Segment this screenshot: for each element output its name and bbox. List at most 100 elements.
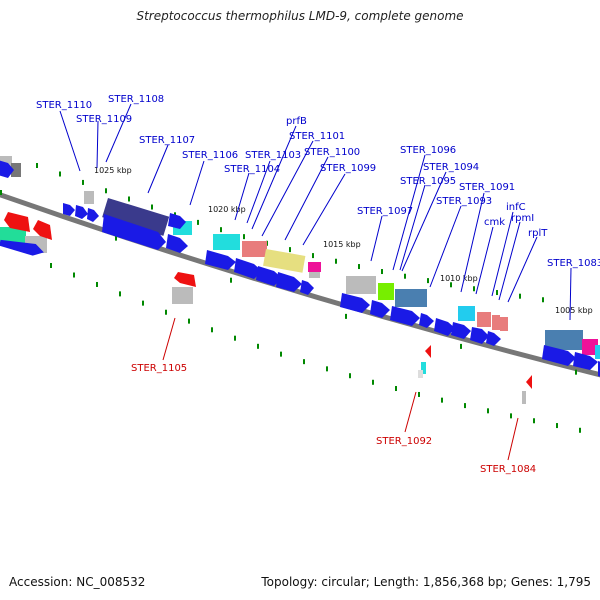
gene-label-ster-1091[interactable]: STER_1091 — [459, 182, 515, 193]
minor-ticks — [0, 163, 581, 433]
minor-tick — [165, 309, 167, 315]
minor-tick — [519, 293, 521, 299]
minor-tick — [234, 335, 236, 341]
minor-tick — [312, 253, 314, 259]
minor-tick — [487, 408, 489, 414]
gene-label-ster-1110[interactable]: STER_1110 — [36, 100, 92, 111]
genome-title: Streptococcus thermophilus LMD-9, comple… — [136, 9, 464, 23]
kbp-label-1020: 1020 kbp — [208, 205, 246, 214]
minor-tick — [243, 234, 245, 240]
minor-tick — [335, 258, 337, 264]
minor-tick — [73, 272, 75, 278]
gene-box — [242, 241, 267, 257]
gene-label-ster-1084[interactable]: STER_1084 — [480, 464, 536, 475]
gene-arrow — [451, 322, 471, 339]
gene-box — [0, 227, 26, 244]
topology-text: Topology: circular; Length: 1,856,368 bp… — [261, 575, 591, 589]
gene-boxes — [0, 156, 600, 359]
gene-label-infc[interactable]: infC — [506, 202, 526, 213]
gene-label-ster-1105[interactable]: STER_1105 — [131, 363, 187, 374]
minor-tick — [119, 291, 121, 297]
gene-arrow — [340, 293, 370, 313]
gene-arrow — [0, 239, 44, 256]
minor-tick — [441, 397, 443, 403]
gene-label-cmk[interactable]: cmk — [484, 217, 505, 228]
gene-arrow — [256, 266, 282, 286]
gene-arrow — [63, 203, 75, 216]
gene-arrow — [300, 280, 314, 295]
minor-tick — [381, 269, 383, 275]
gene-label-ster-1103[interactable]: STER_1103 — [245, 150, 301, 161]
minor-tick — [142, 300, 144, 306]
forward-genes — [0, 160, 600, 377]
minor-tick — [105, 188, 107, 194]
gene-arrow — [168, 213, 186, 229]
gene-label-ster-1094[interactable]: STER_1094 — [423, 162, 479, 173]
gene-box — [263, 249, 306, 273]
gene-box — [522, 391, 526, 404]
gene-arrow — [33, 220, 52, 240]
minor-tick — [230, 277, 232, 283]
gene-box — [492, 315, 500, 330]
gene-arrow — [166, 234, 188, 253]
gene-label-ster-1093[interactable]: STER_1093 — [436, 196, 492, 207]
gene-label-ster-1107[interactable]: STER_1107 — [139, 135, 195, 146]
gene-label-rpmi[interactable]: rpmI — [511, 213, 534, 224]
minor-tick — [128, 196, 130, 202]
minor-tick — [220, 227, 222, 233]
gene-label-ster-1096[interactable]: STER_1096 — [400, 145, 456, 156]
minor-tick — [418, 391, 420, 397]
gene-arrow — [434, 318, 455, 336]
gene-box — [500, 317, 508, 331]
minor-tick — [303, 359, 305, 365]
gene-arrow — [75, 205, 88, 219]
gene-label-prfb[interactable]: prfB — [286, 116, 307, 127]
gene-box — [477, 312, 491, 327]
gene-label-ster-1108[interactable]: STER_1108 — [108, 94, 164, 105]
minor-tick — [151, 204, 153, 210]
gene-arrow — [573, 352, 598, 370]
minor-tick — [427, 278, 429, 284]
gene-arrow — [174, 272, 196, 287]
gene-box — [308, 262, 321, 272]
gene-box — [346, 276, 376, 294]
minor-tick — [289, 247, 291, 253]
gene-label-ster-1109[interactable]: STER_1109 — [76, 114, 132, 125]
leader-lines — [59, 103, 572, 461]
gene-label-ster-1083[interactable]: STER_1083 — [547, 258, 600, 269]
accession-text: Accession: NC_008532 — [9, 575, 146, 589]
gene-label-rplt[interactable]: rplT — [528, 228, 548, 239]
gene-box — [309, 272, 320, 278]
gene-arrow — [425, 345, 431, 358]
reverse-genes — [4, 212, 532, 404]
gene-arrow — [205, 250, 236, 270]
minor-tick — [510, 413, 512, 419]
gene-label-ster-1104[interactable]: STER_1104 — [224, 164, 280, 175]
gene-box — [458, 306, 475, 321]
gene-arrow — [0, 160, 14, 178]
minor-tick — [115, 235, 117, 241]
gene-label-ster-1095[interactable]: STER_1095 — [400, 176, 456, 187]
gene-box — [172, 287, 193, 304]
minor-tick — [82, 179, 84, 185]
gene-label-ster-1100[interactable]: STER_1100 — [304, 147, 360, 158]
gene-label-ster-1101[interactable]: STER_1101 — [289, 131, 345, 142]
minor-tick — [579, 427, 581, 433]
kbp-label-1025: 1025 kbp — [94, 166, 132, 175]
gene-box — [418, 370, 423, 378]
gene-box — [545, 330, 583, 350]
minor-tick — [345, 313, 347, 319]
gene-arrow — [234, 258, 262, 279]
gene-label-ster-1092[interactable]: STER_1092 — [376, 436, 432, 447]
minor-tick — [326, 366, 328, 372]
gene-label-ster-1106[interactable]: STER_1106 — [182, 150, 238, 161]
minor-tick — [460, 343, 462, 349]
minor-tick — [404, 273, 406, 279]
gene-box — [582, 339, 598, 355]
gene-arrow — [370, 300, 390, 318]
kbp-label-1015: 1015 kbp — [323, 240, 361, 249]
gene-arrow — [470, 327, 489, 344]
gene-label-ster-1097[interactable]: STER_1097 — [357, 206, 413, 217]
gene-label-ster-1099[interactable]: STER_1099 — [320, 163, 376, 174]
